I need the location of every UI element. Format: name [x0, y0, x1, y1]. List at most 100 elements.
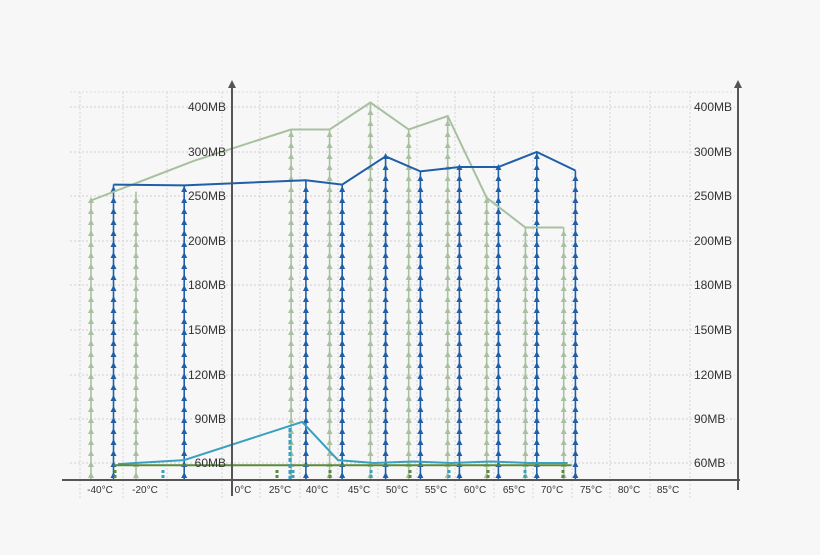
x-tick-label: 75°C [580, 485, 602, 496]
arrow-mark [560, 439, 567, 445]
arrow-mark [456, 175, 463, 181]
arrow-mark [382, 439, 389, 445]
arrow-mark [302, 186, 309, 192]
y-tick-label-right: 90MB [694, 412, 725, 426]
arrow-mark [495, 296, 502, 302]
arrow-mark [133, 406, 139, 412]
arrow-mark [133, 340, 139, 346]
arrow-mark [88, 384, 94, 390]
arrow-mark [572, 417, 579, 423]
x-tick-label: 25°C [269, 485, 291, 496]
arrow-mark [302, 274, 309, 280]
arrow-mark [133, 318, 139, 324]
arrow-mark [288, 340, 295, 346]
arrow-mark [522, 450, 529, 456]
arrow-mark [382, 241, 389, 247]
arrow-mark [572, 186, 579, 192]
arrow-mark [483, 417, 490, 423]
arrow-mark [456, 186, 463, 192]
arrow-mark [382, 373, 389, 379]
arrow-mark [133, 439, 139, 445]
arrow-mark [367, 230, 374, 236]
arrow-mark [560, 252, 567, 258]
x-tick-label: 70°C [541, 485, 563, 496]
arrow-mark [522, 307, 529, 313]
arrow-mark [88, 472, 94, 478]
arrow-mark [444, 252, 451, 258]
arrow-mark [495, 318, 502, 324]
arrow-mark [495, 362, 502, 368]
arrow-mark [572, 406, 579, 412]
arrow-mark [405, 406, 412, 412]
arrow-mark [288, 197, 295, 203]
arrow-mark [417, 175, 424, 181]
arrow-mark [110, 417, 117, 423]
arrow-mark [133, 329, 139, 335]
arrow-mark [495, 263, 502, 269]
arrow-mark [483, 384, 490, 390]
y-tick-label-right: 400MB [694, 100, 732, 114]
arrow-mark [483, 428, 490, 434]
arrow-mark [495, 241, 502, 247]
arrow-mark [533, 395, 540, 401]
arrow-mark [88, 219, 94, 225]
y-tick-label-right: 120MB [694, 368, 732, 382]
arrow-mark [417, 362, 424, 368]
arrow-mark [302, 362, 309, 368]
arrow-mark [522, 296, 529, 302]
arrow-mark [572, 373, 579, 379]
arrow-mark [456, 406, 463, 412]
arrow-mark [382, 362, 389, 368]
arrow-mark [181, 263, 188, 269]
arrow-mark [181, 329, 188, 335]
arrow-mark [533, 307, 540, 313]
arrow-mark [288, 219, 295, 225]
arrow-mark [382, 428, 389, 434]
arrow-mark [110, 329, 117, 335]
arrow-mark [444, 340, 451, 346]
arrow-mark [483, 274, 490, 280]
arrow-mark [417, 252, 424, 258]
arrow-mark [456, 241, 463, 247]
arrow-mark [110, 340, 117, 346]
arrow-mark [302, 285, 309, 291]
y-tick-label-left: 180MB [188, 278, 226, 292]
arrow-mark [456, 373, 463, 379]
arrow-mark [495, 439, 502, 445]
arrow-mark [367, 384, 374, 390]
arrow-mark [339, 395, 346, 401]
arrow-mark [88, 208, 94, 214]
arrow-mark [181, 274, 188, 280]
y-tick-label-right: 300MB [694, 145, 732, 159]
arrow-mark [88, 373, 94, 379]
y-tick-label-right: 180MB [694, 278, 732, 292]
arrow-mark [560, 318, 567, 324]
arrow-mark [288, 175, 295, 181]
y-tick-label-left: 300MB [188, 145, 226, 159]
arrow-mark [326, 428, 333, 434]
arrow-mark [456, 395, 463, 401]
arrow-mark [560, 296, 567, 302]
arrow-mark [110, 395, 117, 401]
arrow-mark [382, 285, 389, 291]
arrow-mark [533, 230, 540, 236]
arrow-mark [88, 307, 94, 313]
arrow-mark [560, 230, 567, 236]
arrow-mark [181, 318, 188, 324]
arrow-mark [302, 219, 309, 225]
arrow-mark [382, 296, 389, 302]
arrow-mark [110, 219, 117, 225]
arrow-mark [572, 461, 579, 467]
arrow-mark [456, 362, 463, 368]
arrow-mark [367, 329, 374, 335]
arrow-mark [339, 406, 346, 412]
arrow-mark [417, 208, 424, 214]
arrow-mark [181, 472, 188, 478]
arrow-mark [110, 252, 117, 258]
arrow-mark [367, 318, 374, 324]
arrow-mark [417, 241, 424, 247]
arrow-mark [483, 208, 490, 214]
arrow-mark [326, 373, 333, 379]
arrow-mark [483, 439, 490, 445]
